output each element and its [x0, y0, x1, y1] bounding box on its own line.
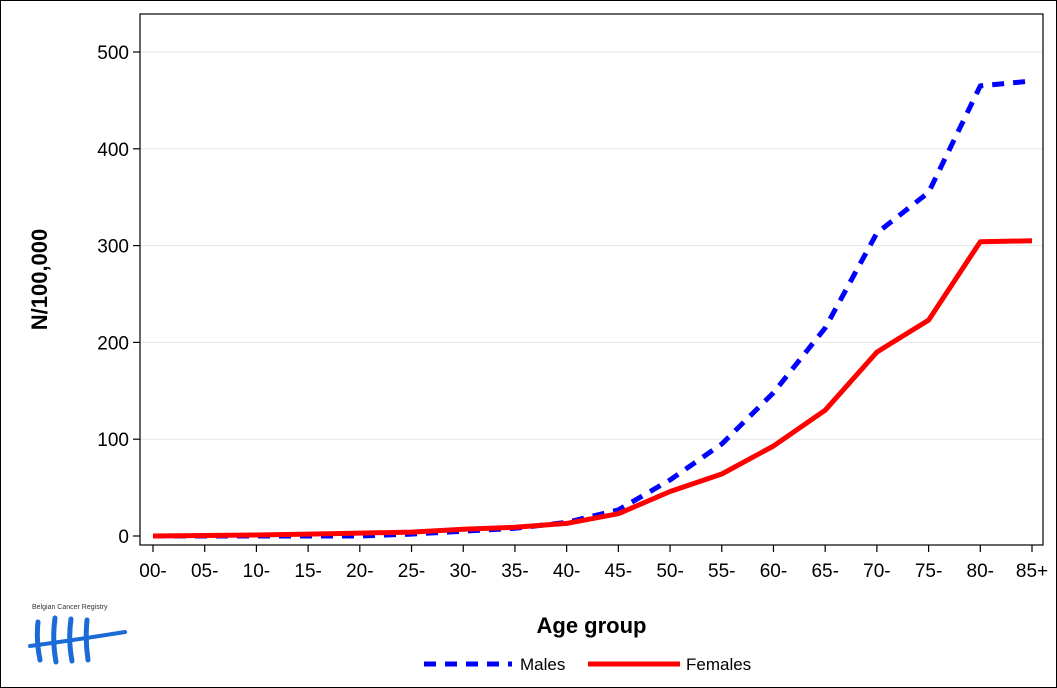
legend-label-females: Females: [686, 655, 751, 674]
y-tick-label-500: 500: [97, 43, 129, 64]
legend: Males Females: [424, 655, 751, 674]
x-axis-title: Age group: [537, 613, 647, 638]
gridlines: [140, 51, 1043, 440]
x-tick-label-3: 15-: [294, 561, 321, 582]
x-tick-label-17: 85+: [1016, 561, 1048, 582]
x-tick-label-2: 10-: [243, 561, 270, 582]
y-tick-label-400: 400: [97, 140, 129, 161]
series-line-males: [153, 78, 1033, 539]
belgian-cancer-registry-logo: Belgian Cancer Registry: [28, 604, 127, 665]
legend-label-males: Males: [520, 655, 565, 674]
x-tick-label-12: 60-: [760, 561, 787, 582]
axes: [133, 13, 1044, 552]
plot-area-border: [139, 13, 1044, 546]
y-tick-label-0: 0: [118, 527, 129, 548]
logo-text: Belgian Cancer Registry: [32, 604, 108, 611]
x-tick-label-6: 30-: [450, 561, 477, 582]
y-tick-label-300: 300: [97, 237, 129, 258]
x-tick-label-15: 75-: [915, 561, 942, 582]
x-tick-label-4: 20-: [346, 561, 373, 582]
x-tick-label-0: 00-: [139, 561, 166, 582]
x-tick-label-16: 80-: [967, 561, 994, 582]
series-lines: [152, 78, 1033, 539]
x-tick-label-1: 05-: [191, 561, 218, 582]
x-tick-label-7: 35-: [501, 561, 528, 582]
series-line-females: [152, 238, 1033, 539]
tick-labels: 0 100 200 300 400 500 00- 05- 10- 15- 20- 25- 30- 35-…: [97, 43, 1048, 582]
x-tick-label-10: 50-: [656, 561, 683, 582]
x-tick-label-13: 65-: [811, 561, 838, 582]
y-axis-title: N/100,000: [27, 229, 52, 331]
x-tick-label-8: 40-: [553, 561, 580, 582]
x-tick-label-14: 70-: [863, 561, 890, 582]
y-tick-label-100: 100: [97, 430, 129, 451]
x-tick-label-9: 45-: [605, 561, 632, 582]
x-tick-label-11: 55-: [708, 561, 735, 582]
x-tick-label-5: 25-: [398, 561, 425, 582]
y-tick-label-200: 200: [97, 333, 129, 354]
tally-marks-logo-icon: [28, 615, 127, 665]
